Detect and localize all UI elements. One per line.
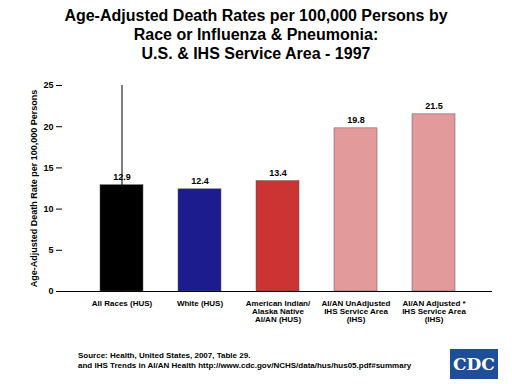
svg-text:12.9: 12.9 bbox=[113, 172, 131, 182]
svg-text:19.8: 19.8 bbox=[347, 115, 365, 125]
html-text:and IHS Trends in AI/AN Health: and IHS Trends in AI/AN Health http://ww… bbox=[78, 361, 412, 370]
html-text:CDC: CDC bbox=[453, 354, 495, 374]
svg-text:20: 20 bbox=[43, 122, 53, 132]
svg-text:10: 10 bbox=[43, 204, 53, 214]
svg-text:American Indian/Alaska NativeA: American Indian/Alaska NativeAI/AN (HUS) bbox=[246, 299, 311, 324]
svg-text:5: 5 bbox=[48, 245, 53, 255]
svg-text:12.4: 12.4 bbox=[191, 176, 209, 186]
svg-text:0: 0 bbox=[48, 286, 53, 296]
svg-text:25: 25 bbox=[43, 80, 53, 90]
html-text:U.S. & IHS Service Area - 1997: U.S. & IHS Service Area - 1997 bbox=[141, 45, 371, 62]
svg-text:AI/AN UnAdjustedIHS Service Ar: AI/AN UnAdjustedIHS Service Area(IHS) bbox=[322, 299, 391, 324]
svg-text:Age-Adjusted Death Rate per 10: Age-Adjusted Death Rate per 100,000 Pers… bbox=[29, 90, 39, 288]
html-text:Race or Influenza & Pneumonia:: Race or Influenza & Pneumonia: bbox=[133, 26, 379, 43]
html-text:Source: Health, United States,: Source: Health, United States, 2007, Tab… bbox=[78, 351, 251, 360]
svg-text:21.5: 21.5 bbox=[425, 101, 443, 111]
svg-text:AI/AN Adjusted *IHS Service Ar: AI/AN Adjusted *IHS Service Area(IHS) bbox=[402, 299, 466, 324]
html-text:Age-Adjusted Death Rates per 1: Age-Adjusted Death Rates per 100,000 Per… bbox=[64, 7, 448, 24]
svg-text:13.4: 13.4 bbox=[269, 168, 287, 178]
svg-text:White (HUS): White (HUS) bbox=[177, 299, 224, 308]
svg-text:All Races (HUS): All Races (HUS) bbox=[92, 299, 153, 308]
svg-text:15: 15 bbox=[43, 163, 53, 173]
